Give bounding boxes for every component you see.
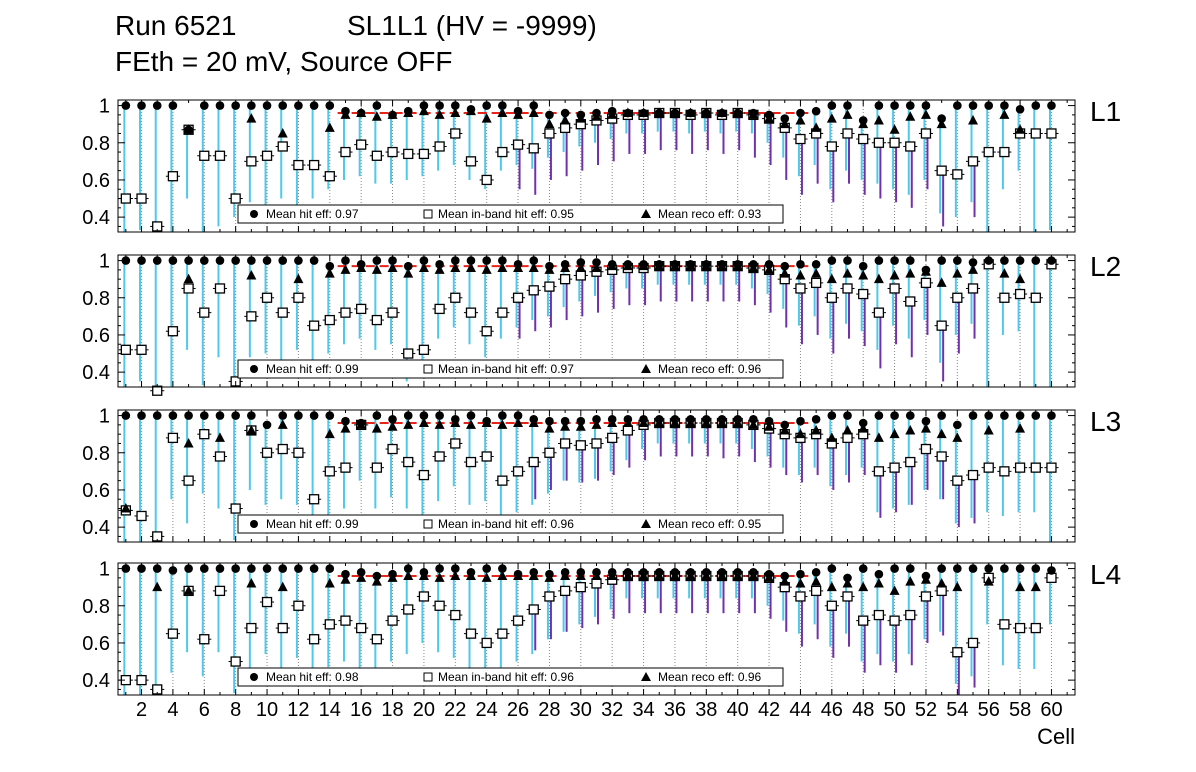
svg-text:1: 1 — [99, 251, 110, 273]
svg-text:38: 38 — [695, 699, 717, 721]
svg-text:Mean hit eff: 0.99: Mean hit eff: 0.99 — [266, 517, 359, 531]
efficiency-plot-l1: 0.4 0.6 0.8 1 Mean hit eff: 0.97 Mean in-band… — [82, 96, 1076, 233]
svg-text:32: 32 — [601, 699, 623, 721]
chamber-label: SL1L1 (HV = -9999) — [347, 10, 597, 41]
svg-text:30: 30 — [570, 699, 592, 721]
svg-text:0.4: 0.4 — [82, 207, 110, 229]
x-axis-title: Cell — [1037, 724, 1075, 749]
panel-l4: 0.4 0.6 0.8 1 Mean hit eff: 0.98 Mean in-band… — [82, 559, 1121, 721]
svg-text:56: 56 — [978, 699, 1000, 721]
svg-text:22: 22 — [444, 699, 466, 721]
svg-text:26: 26 — [507, 699, 529, 721]
svg-text:0.4: 0.4 — [82, 362, 110, 384]
title-block: Run 6521 SL1L1 (HV = -9999) FEth = 20 mV,… — [115, 8, 597, 81]
run-label: Run 6521 — [115, 10, 237, 41]
svg-text:Mean reco eff: 0.95: Mean reco eff: 0.95 — [658, 517, 762, 531]
svg-text:0.8: 0.8 — [82, 443, 110, 465]
svg-text:10: 10 — [256, 699, 278, 721]
svg-text:Mean in-band hit eff: 0.96: Mean in-band hit eff: 0.96 — [438, 517, 574, 531]
svg-text:Mean reco eff: 0.96: Mean reco eff: 0.96 — [658, 362, 762, 376]
svg-text:0.4: 0.4 — [82, 517, 110, 539]
svg-text:1: 1 — [99, 406, 110, 428]
conditions-label: FEth = 20 mV, Source OFF — [115, 46, 453, 78]
svg-text:Mean in-band hit eff: 0.95: Mean in-band hit eff: 0.95 — [438, 207, 574, 221]
svg-text:52: 52 — [915, 699, 937, 721]
svg-text:44: 44 — [789, 699, 811, 721]
svg-text:42: 42 — [758, 699, 780, 721]
svg-text:50: 50 — [883, 699, 905, 721]
svg-text:20: 20 — [413, 699, 435, 721]
layer-label-l2: L2 — [1090, 251, 1122, 282]
efficiency-plot-l4: 0.4 0.6 0.8 1 Mean hit eff: 0.98 Mean in-band… — [82, 559, 1076, 721]
svg-text:18: 18 — [381, 699, 403, 721]
svg-text:0.8: 0.8 — [82, 596, 110, 618]
svg-text:Mean hit eff: 0.99: Mean hit eff: 0.99 — [266, 362, 359, 376]
svg-text:Mean hit eff: 0.97: Mean hit eff: 0.97 — [266, 207, 359, 221]
svg-text:Mean in-band hit eff: 0.97: Mean in-band hit eff: 0.97 — [438, 362, 574, 376]
svg-text:4: 4 — [167, 699, 178, 721]
svg-text:54: 54 — [946, 699, 968, 721]
layer-label-l4: L4 — [1090, 559, 1122, 590]
svg-text:Mean hit eff: 0.98: Mean hit eff: 0.98 — [266, 670, 359, 684]
svg-text:0.6: 0.6 — [82, 325, 110, 347]
svg-text:6: 6 — [199, 699, 210, 721]
svg-text:Mean in-band hit eff: 0.96: Mean in-band hit eff: 0.96 — [438, 670, 574, 684]
svg-text:0.6: 0.6 — [82, 480, 110, 502]
svg-text:1: 1 — [99, 96, 110, 118]
layer-label-l1: L1 — [1090, 96, 1122, 127]
svg-text:0.4: 0.4 — [82, 670, 110, 692]
svg-text:40: 40 — [727, 699, 749, 721]
svg-text:60: 60 — [1040, 699, 1062, 721]
svg-text:58: 58 — [1009, 699, 1031, 721]
panel-l1: 0.4 0.6 0.8 1 Mean hit eff: 0.97 Mean in-band… — [82, 96, 1121, 233]
svg-text:0.6: 0.6 — [82, 170, 110, 192]
efficiency-plot-l3: 0.4 0.6 0.8 1 Mean hit eff: 0.99 Mean in-band… — [82, 406, 1076, 543]
svg-text:12: 12 — [287, 699, 309, 721]
svg-text:Mean reco eff: 0.96: Mean reco eff: 0.96 — [658, 670, 762, 684]
svg-text:8: 8 — [230, 699, 241, 721]
svg-text:Mean reco eff: 0.93: Mean reco eff: 0.93 — [658, 207, 762, 221]
svg-text:1: 1 — [99, 559, 110, 581]
svg-text:48: 48 — [852, 699, 874, 721]
title-line-1: Run 6521 SL1L1 (HV = -9999) — [115, 8, 597, 44]
svg-text:28: 28 — [538, 699, 560, 721]
svg-text:16: 16 — [350, 699, 372, 721]
efficiency-plot-l2: 0.4 0.6 0.8 1 Mean hit eff: 0.99 Mean in-band… — [82, 251, 1076, 396]
svg-text:0.8: 0.8 — [82, 133, 110, 155]
panel-l2: 0.4 0.6 0.8 1 Mean hit eff: 0.99 Mean in-band… — [82, 251, 1121, 396]
layer-label-l3: L3 — [1090, 406, 1122, 437]
svg-text:36: 36 — [664, 699, 686, 721]
panel-l3: 0.4 0.6 0.8 1 Mean hit eff: 0.99 Mean in-band… — [82, 406, 1121, 543]
svg-text:2: 2 — [136, 699, 147, 721]
svg-text:0.6: 0.6 — [82, 633, 110, 655]
svg-text:24: 24 — [476, 699, 498, 721]
svg-text:14: 14 — [319, 699, 341, 721]
svg-text:34: 34 — [632, 699, 654, 721]
svg-text:46: 46 — [821, 699, 843, 721]
svg-text:0.8: 0.8 — [82, 288, 110, 310]
